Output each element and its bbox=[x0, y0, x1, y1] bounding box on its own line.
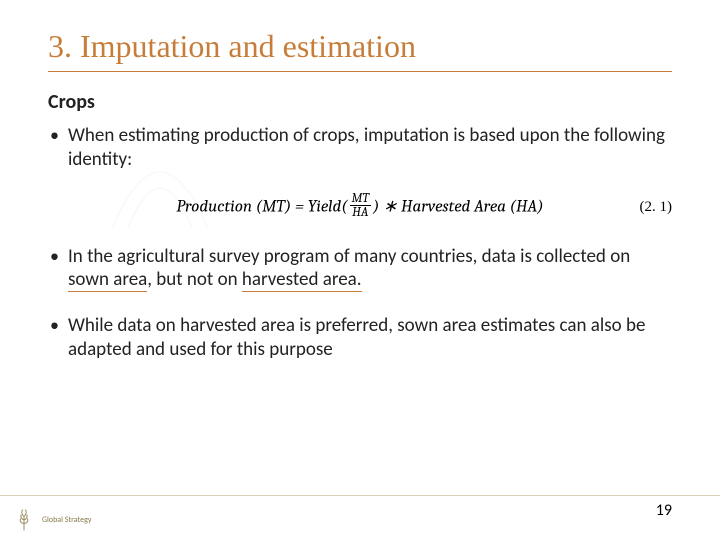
equation-number: (2. 1) bbox=[640, 199, 673, 216]
formula-yield: Yield bbox=[308, 197, 341, 216]
formula-eq: = bbox=[291, 197, 308, 216]
bullet-2-text2: , but not on bbox=[147, 268, 242, 291]
bullet-list-2: In the agricultural survey program of ma… bbox=[48, 245, 672, 362]
formula-num: MT bbox=[350, 192, 371, 206]
formula-den: HA bbox=[350, 206, 371, 219]
formula-harvested: Harvested Area (HA) bbox=[401, 197, 544, 216]
wheat-icon bbox=[10, 506, 38, 534]
bullet-1: When estimating production of crops, imp… bbox=[48, 124, 672, 172]
slide-container: 3. Imputation and estimation Crops When … bbox=[0, 0, 720, 540]
formula-production: Production (MT) bbox=[176, 197, 291, 216]
formula: Production (MT) = Yield(MTHA) ∗ Harveste… bbox=[176, 194, 543, 221]
page-number: 19 bbox=[656, 501, 672, 520]
formula-fraction: MTHA bbox=[350, 192, 371, 219]
bullet-2-sown: sown area bbox=[68, 268, 147, 292]
bullet-2-text1: In the agricultural survey program of ma… bbox=[68, 245, 630, 268]
bullet-2: In the agricultural survey program of ma… bbox=[48, 245, 672, 293]
slide-title: 3. Imputation and estimation bbox=[48, 28, 672, 72]
logo-text: Global Strategy bbox=[42, 516, 91, 524]
slide-subtitle: Crops bbox=[48, 90, 672, 114]
bullet-2-harvested: harvested area. bbox=[242, 268, 362, 292]
bullet-3: While data on harvested area is preferre… bbox=[48, 314, 672, 362]
footer-logo: Global Strategy bbox=[10, 506, 91, 534]
formula-row: Production (MT) = Yield(MTHA) ∗ Harveste… bbox=[48, 194, 672, 221]
formula-mul: ∗ bbox=[379, 197, 401, 216]
formula-lparen: ( bbox=[341, 197, 347, 216]
footer-divider bbox=[0, 495, 720, 496]
bullet-list: When estimating production of crops, imp… bbox=[48, 124, 672, 172]
